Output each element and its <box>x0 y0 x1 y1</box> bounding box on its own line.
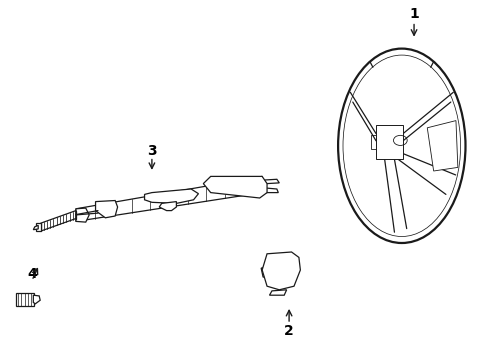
Text: 1: 1 <box>409 8 419 21</box>
Polygon shape <box>76 208 89 222</box>
Polygon shape <box>427 121 458 171</box>
Polygon shape <box>96 201 118 218</box>
Polygon shape <box>264 188 278 193</box>
Polygon shape <box>33 225 38 230</box>
Polygon shape <box>159 202 176 211</box>
Polygon shape <box>145 189 198 203</box>
Polygon shape <box>262 252 300 290</box>
Polygon shape <box>36 223 41 231</box>
Polygon shape <box>33 295 40 304</box>
Text: 2: 2 <box>284 324 294 338</box>
Polygon shape <box>261 266 268 277</box>
Text: 4: 4 <box>27 267 37 280</box>
Polygon shape <box>265 179 279 184</box>
Polygon shape <box>76 176 262 221</box>
Polygon shape <box>371 135 376 149</box>
Polygon shape <box>16 293 34 306</box>
Text: 3: 3 <box>147 144 157 158</box>
Polygon shape <box>376 125 403 159</box>
Polygon shape <box>270 290 287 295</box>
Polygon shape <box>203 176 267 198</box>
